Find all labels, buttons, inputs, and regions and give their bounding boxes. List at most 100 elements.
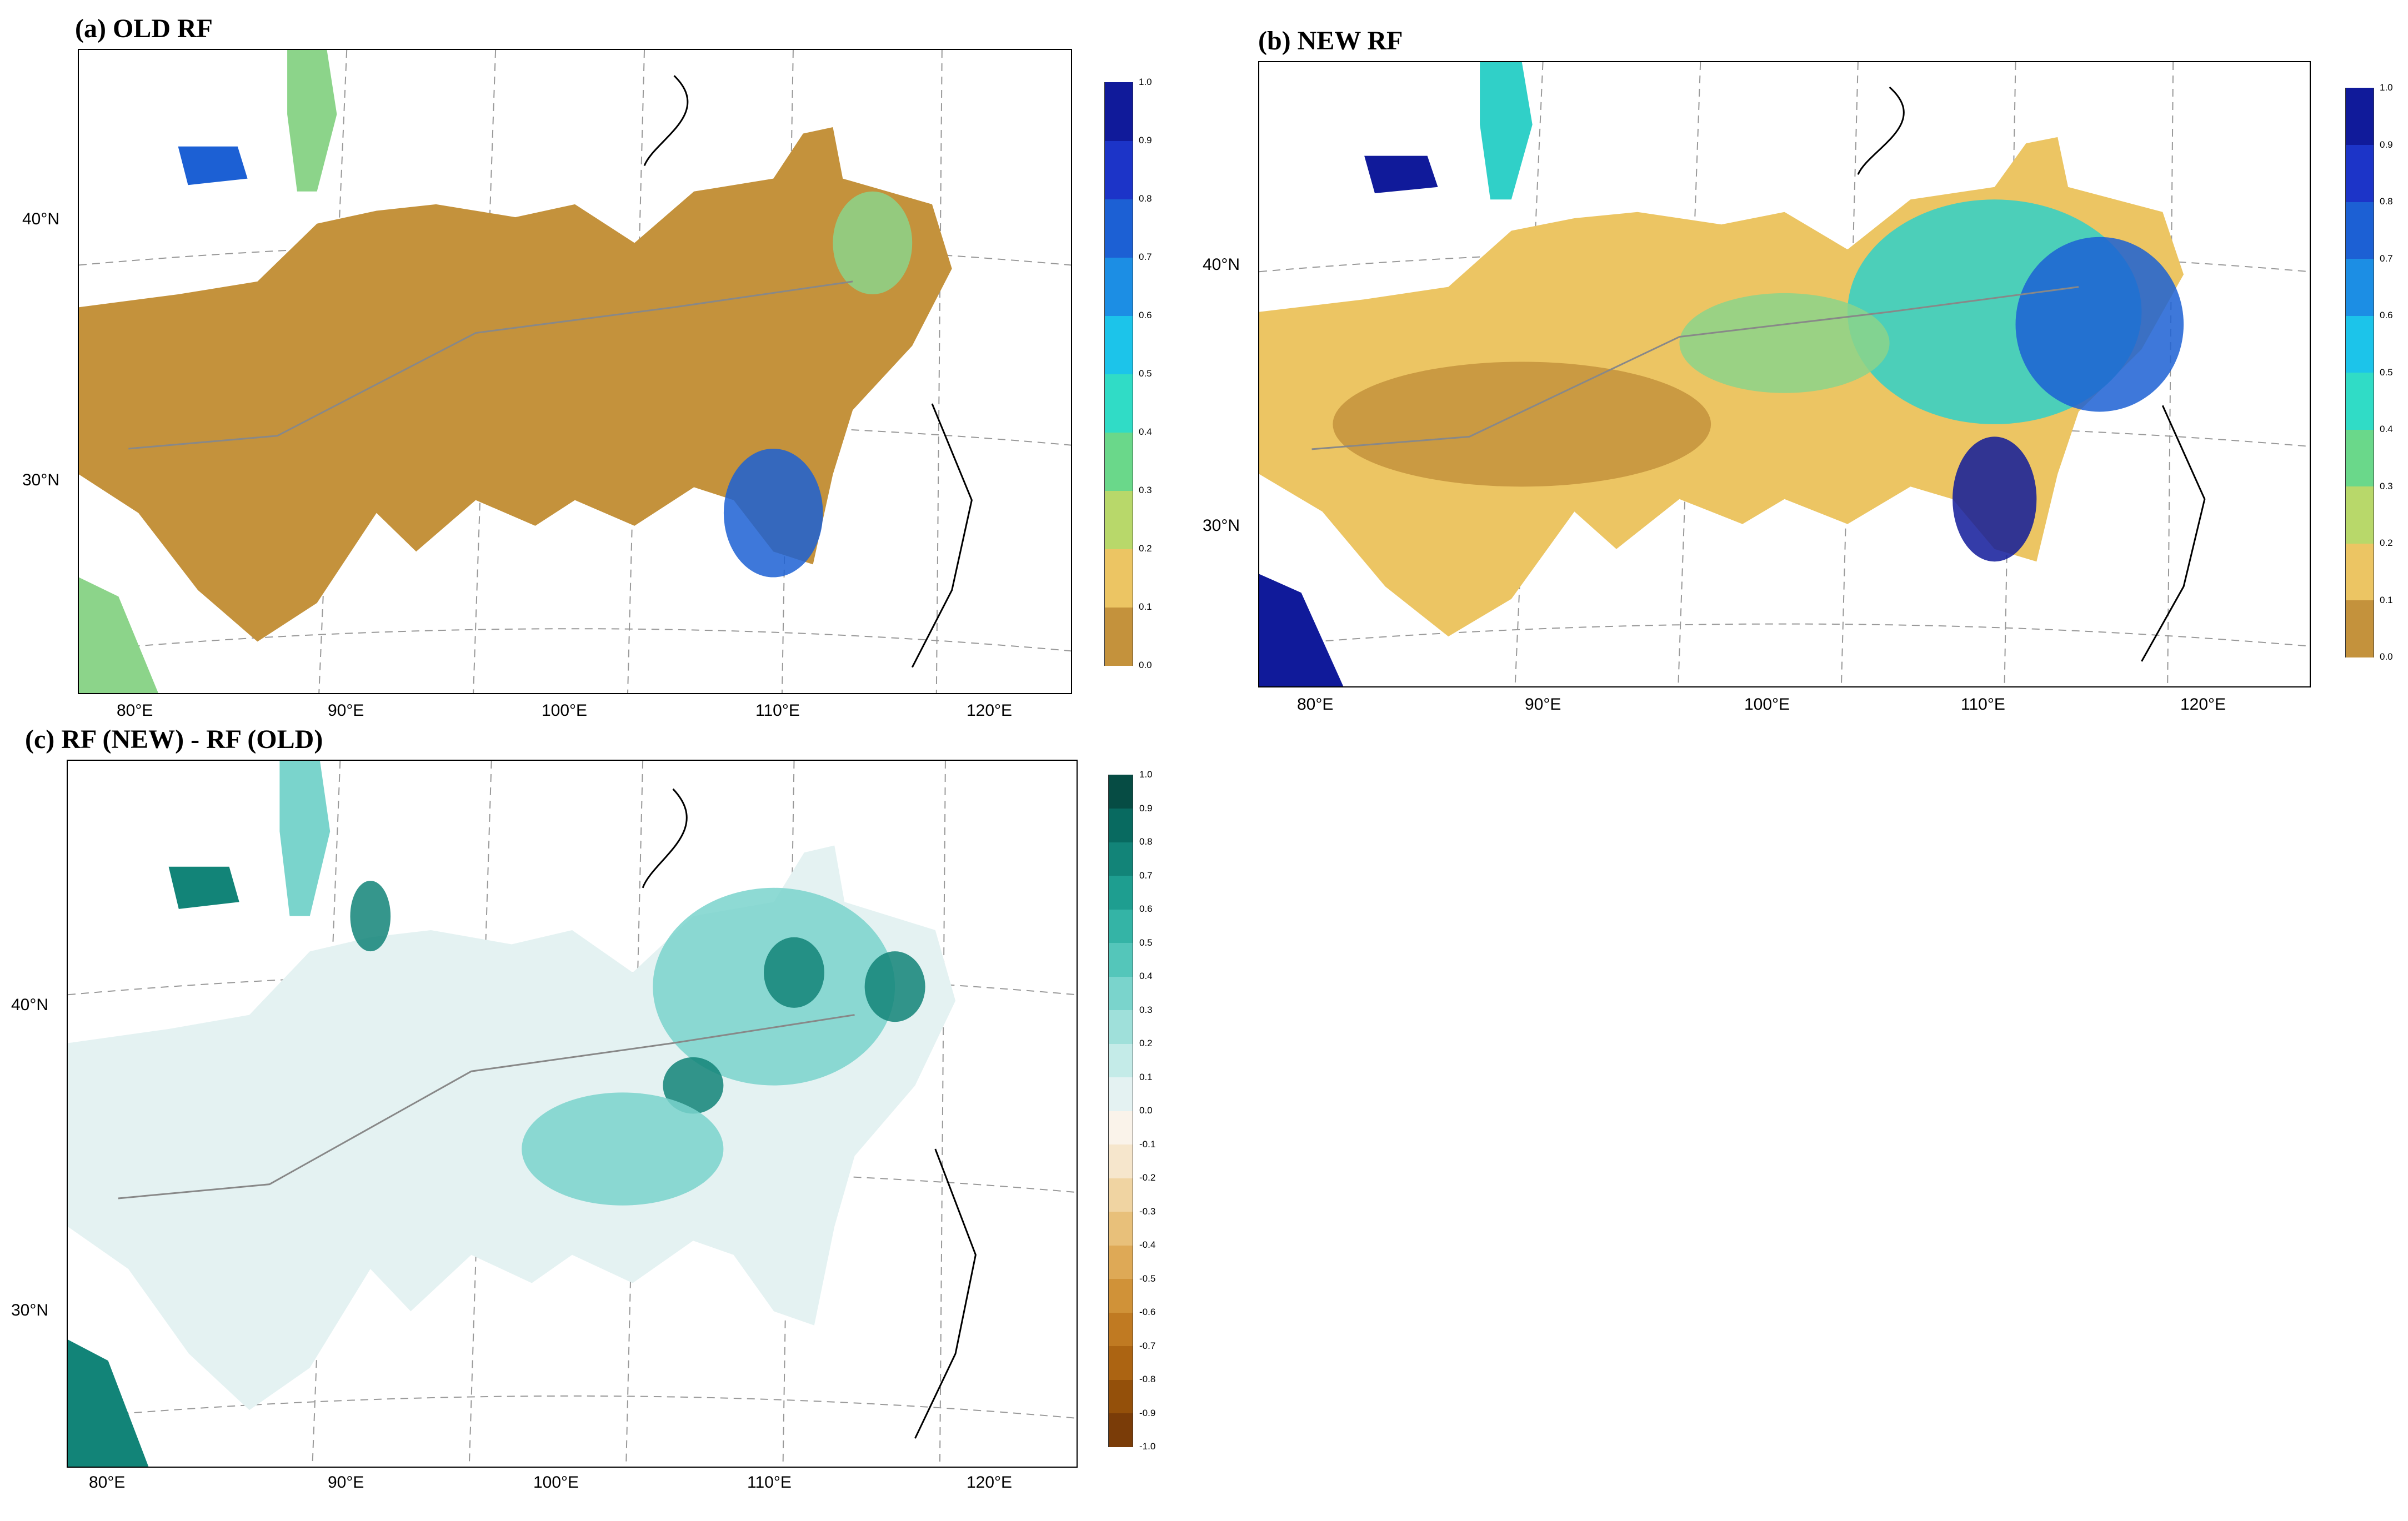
longitude-label: 100°E <box>1744 695 1790 714</box>
colorbar-swatch <box>2345 202 2374 259</box>
longitude-label: 80°E <box>117 701 153 720</box>
data-region <box>79 577 158 693</box>
latitude-label: 30°N <box>11 1301 49 1319</box>
data-patch <box>833 191 913 295</box>
data-region <box>279 761 331 916</box>
colorbar-tick-label: 0.5 <box>1139 368 1152 379</box>
colorbar-tick-label: -0.9 <box>1139 1407 1156 1418</box>
data-region <box>1364 155 1438 193</box>
country-border <box>128 280 853 450</box>
data-patch <box>522 1092 724 1206</box>
panel-b-title: (b) NEW RF <box>1258 26 1403 56</box>
colorbar-tick-label: -1.0 <box>1139 1441 1156 1452</box>
colorbar-swatch <box>1108 1413 1133 1447</box>
colorbar-tick-label: -0.4 <box>1139 1239 1156 1250</box>
data-patch <box>1679 293 1890 393</box>
latitude-label: 40°N <box>22 210 60 228</box>
colorbar-tick-label: 0.3 <box>2380 480 2393 491</box>
colorbar-tick-label: 0.7 <box>2380 253 2393 264</box>
colorbar-tick-label: -0.2 <box>1139 1172 1156 1183</box>
colorbar-swatch <box>2345 258 2374 316</box>
colorbar-swatch <box>1108 1379 1133 1413</box>
colorbar-swatch <box>1108 1312 1133 1346</box>
colorbar-swatch <box>1108 842 1133 876</box>
colorbar-tick-label: -0.5 <box>1139 1273 1156 1284</box>
map-canvas <box>1259 62 2310 686</box>
colorbar-tick-label: 0.6 <box>2380 310 2393 320</box>
colorbar-swatch <box>2345 543 2374 600</box>
colorbar-old-rf: 1.0 0.9 0.8 0.7 0.6 0.5 0.4 0.3 0.2 0.1 0.0 <box>1104 77 1152 670</box>
colorbar-swatch <box>1108 1178 1133 1212</box>
meridian-line <box>2167 62 2174 686</box>
colorbar-tick-label: 0.6 <box>1139 903 1153 914</box>
colorbar-tick-label: 0.0 <box>2380 651 2393 662</box>
data-patch <box>1953 436 2037 562</box>
colorbar-swatch <box>2345 144 2374 202</box>
colorbar-tick-label: 0.8 <box>1139 193 1152 204</box>
colorbar-tick-label: 0.4 <box>1139 971 1153 981</box>
colorbar-swatch <box>1108 1211 1133 1246</box>
map-panel-rf-difference <box>67 760 1078 1468</box>
longitude-label: 90°E <box>328 701 364 720</box>
coastline <box>911 403 973 668</box>
colorbar-tick-label: 0.8 <box>2380 196 2393 207</box>
parallel-line <box>79 628 1071 652</box>
latitude-label: 30°N <box>22 471 60 489</box>
colorbar-swatch <box>1104 549 1133 608</box>
colorbar-tick-label: 0.7 <box>1139 870 1153 881</box>
colorbar-swatch <box>1108 775 1133 809</box>
data-patch <box>2015 237 2184 412</box>
map-canvas <box>68 761 1077 1467</box>
colorbar-swatch <box>1108 1278 1133 1313</box>
longitude-label: 100°E <box>542 701 588 720</box>
longitude-label: 90°E <box>1525 695 1561 714</box>
latitude-label: 40°N <box>1203 255 1240 274</box>
colorbar-tick-label: 0.3 <box>1139 485 1152 495</box>
colorbar-tick-label: 0.5 <box>2380 367 2393 378</box>
data-patch <box>723 448 823 578</box>
colorbar-tick-label: 0.6 <box>1139 310 1152 320</box>
colorbar-swatch <box>2345 315 2374 373</box>
colorbar-swatch <box>1108 1346 1133 1380</box>
colorbar-tick-label: 0.4 <box>1139 426 1152 437</box>
colorbar-tick-label: -0.1 <box>1139 1138 1156 1149</box>
colorbar-tick-label: 0.9 <box>1139 802 1153 814</box>
data-region <box>1259 574 1344 686</box>
longitude-label: 80°E <box>89 1473 126 1492</box>
colorbar-tick-label: -0.7 <box>1139 1340 1156 1351</box>
meridian-line <box>935 50 943 693</box>
data-region <box>79 127 952 642</box>
longitude-label: 120°E <box>2180 695 2226 714</box>
data-patch <box>864 951 925 1022</box>
colorbar-swatch <box>1104 257 1133 316</box>
colorbar-tick-label: 1.0 <box>1139 769 1153 780</box>
colorbar-tick-label: 0.1 <box>1139 1071 1153 1082</box>
panel-a-title: (a) OLD RF <box>75 14 213 43</box>
colorbar-swatch <box>2345 486 2374 544</box>
colorbar-tick-label: 0.2 <box>1139 543 1152 554</box>
map-panel-old-rf <box>78 49 1072 694</box>
longitude-label: 120°E <box>967 1473 1013 1492</box>
parallel-line <box>68 1395 1077 1419</box>
colorbar-swatch <box>2345 372 2374 430</box>
colorbar-tick-label: 0.5 <box>1139 937 1153 948</box>
longitude-label: 100°E <box>533 1473 579 1492</box>
lake-outline <box>1857 86 1905 175</box>
colorbar-tick-label: -0.3 <box>1139 1206 1156 1217</box>
colorbar-swatch <box>1104 607 1133 666</box>
latitude-label: 40°N <box>11 996 49 1014</box>
longitude-label: 90°E <box>328 1473 364 1492</box>
data-patch <box>1333 362 1711 487</box>
data-patch <box>764 937 824 1008</box>
colorbar-tick-label: 1.0 <box>2380 82 2393 93</box>
colorbar-swatch <box>2345 429 2374 486</box>
colorbar-swatch <box>1104 315 1133 374</box>
map-canvas <box>79 50 1071 693</box>
colorbar-tick-label: 1.0 <box>1139 77 1152 87</box>
colorbar-swatch <box>1104 374 1133 433</box>
colorbar-swatch <box>1104 199 1133 258</box>
colorbar-new-rf: 1.0 0.9 0.8 0.7 0.6 0.5 0.4 0.3 0.2 0.1 0.0 <box>2345 82 2393 662</box>
colorbar-swatch <box>1108 909 1133 943</box>
colorbar-swatch <box>1108 1010 1133 1044</box>
colorbar-tick-label: 0.0 <box>1139 660 1152 670</box>
